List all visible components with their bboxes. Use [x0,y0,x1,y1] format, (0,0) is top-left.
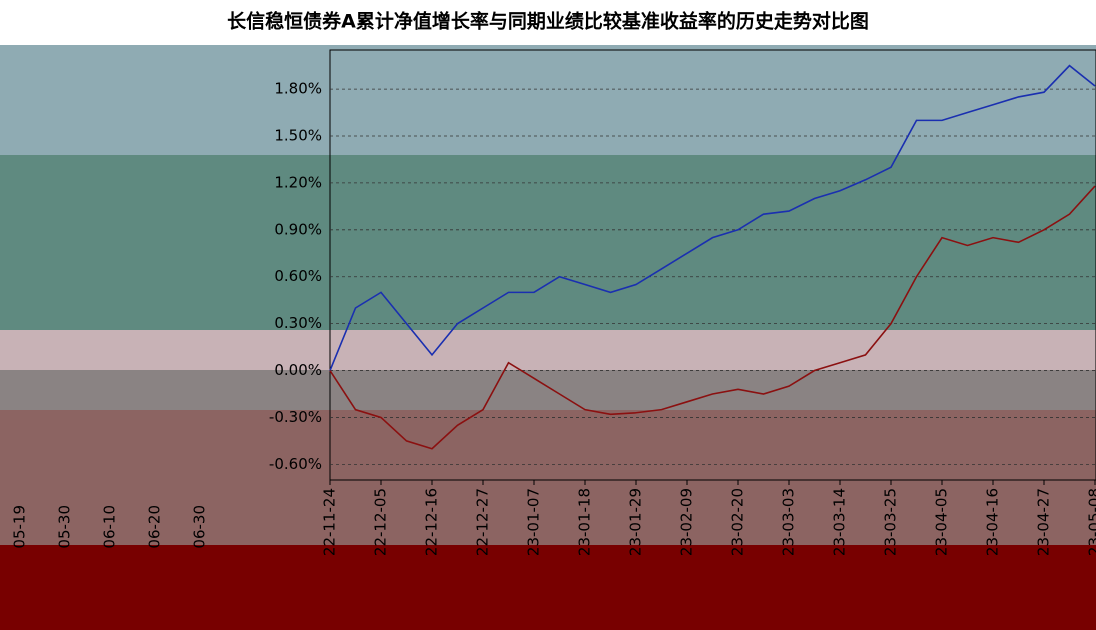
y-tick-label: 1.50% [274,127,322,145]
background-band [0,545,1096,630]
x-tick-label: 23-01-18 [576,488,594,556]
y-tick-label: -0.60% [269,455,322,473]
y-tick-label: 0.30% [274,314,322,332]
x-tick-label: 22-12-05 [372,488,390,556]
plot-frame [329,49,1096,481]
background-band [0,330,1096,370]
background-band [0,155,1096,330]
fragment-label: 06-10 [101,505,119,549]
y-tick-label: 0.90% [274,220,322,238]
chart-title: 长信稳恒债券A累计净值增长率与同期业绩比较基准收益率的历史走势对比图 [227,10,869,33]
fragment-label: 06-20 [146,505,164,549]
x-tick-label: 23-03-03 [780,488,798,556]
y-tick-label: 1.20% [274,173,322,191]
series-line [329,185,1096,450]
y-tick-label: 1.80% [274,80,322,98]
fragment-label: 06-30 [191,505,209,549]
x-tick-label: 23-01-29 [627,488,645,556]
x-tick-label: 23-04-16 [984,488,1002,556]
x-tick-label: 22-12-16 [423,488,441,556]
x-tick-label: 22-12-27 [474,488,492,556]
y-tick-label: 0.00% [274,361,322,379]
fragment-label: 05-19 [11,505,29,549]
x-tick-label: 23-02-20 [729,488,747,556]
fragment-label: 05-30 [56,505,74,549]
x-tick-label: 23-04-27 [1035,488,1053,556]
x-tick-label: 23-02-09 [678,488,696,556]
x-tick-label: 23-03-25 [882,488,900,556]
series-line [329,64,1096,371]
y-tick-label: -0.30% [269,408,322,426]
x-tick-label: 23-01-07 [525,488,543,556]
x-tick-label: 22-11-24 [321,488,339,556]
y-tick-label: 0.60% [274,267,322,285]
background-band [0,370,1096,415]
x-tick-label: 23-03-14 [831,488,849,556]
x-tick-label: 23-05-08 [1086,488,1096,556]
background-band [0,45,1096,157]
x-tick-label: 23-04-05 [933,488,951,556]
